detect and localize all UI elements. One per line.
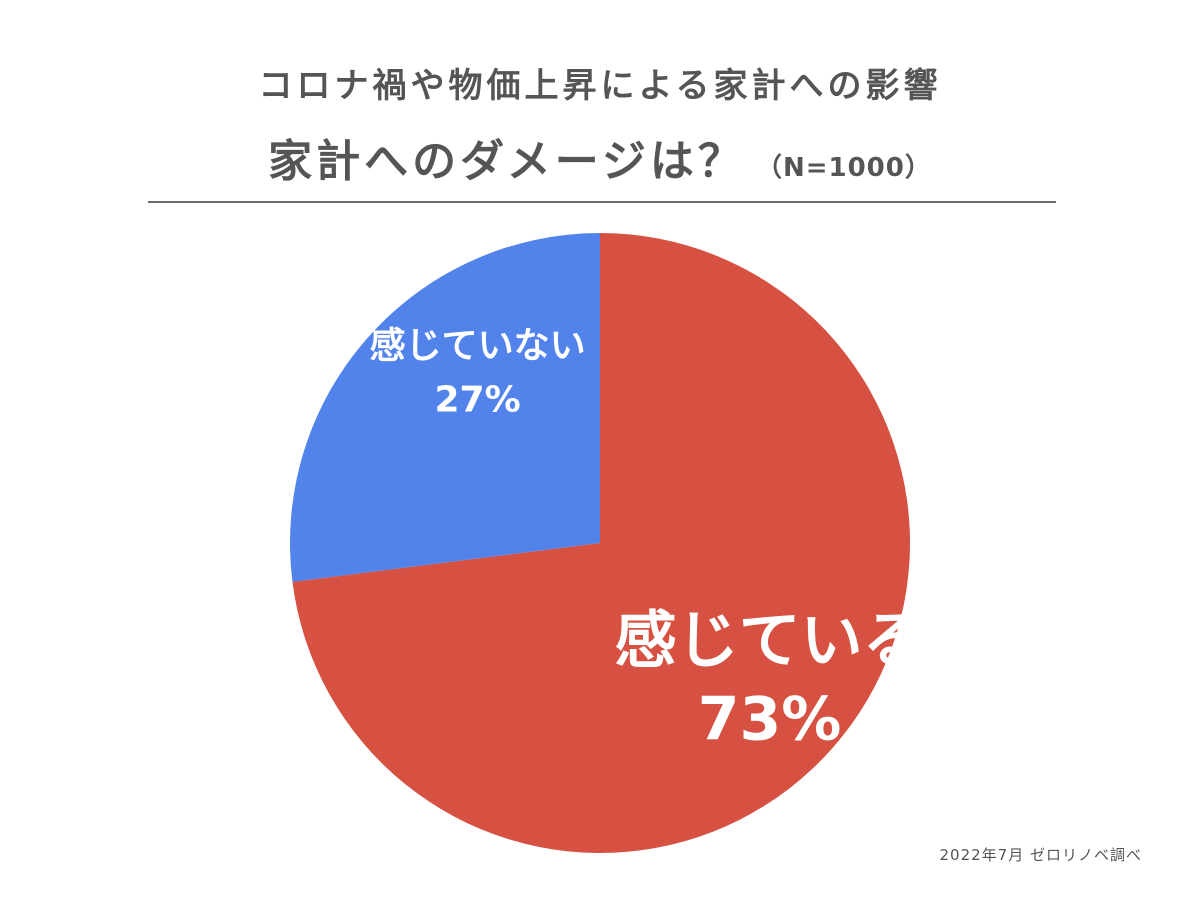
chart-title: コロナ禍や物価上昇による家計への影響 <box>258 66 942 106</box>
pie-slice-1 <box>292 233 910 853</box>
sample-size-label: （N=1000） <box>755 153 932 183</box>
chart-subtitle: 家計へのダメージは？ <box>268 136 746 187</box>
slice-label-1: 感じている <box>615 603 925 676</box>
chart-subtitle-row: 家計へのダメージは？ （N=1000） <box>0 125 1200 189</box>
source-note: 2022年7月 ゼロリノベ調べ <box>939 846 1142 864</box>
slice-value-2: 27% <box>434 379 520 420</box>
slice-value-1: 73% <box>698 684 842 754</box>
pie-slice-2 <box>289 233 600 582</box>
title-divider <box>148 201 1056 203</box>
slice-label-2: 感じていない <box>370 325 586 366</box>
